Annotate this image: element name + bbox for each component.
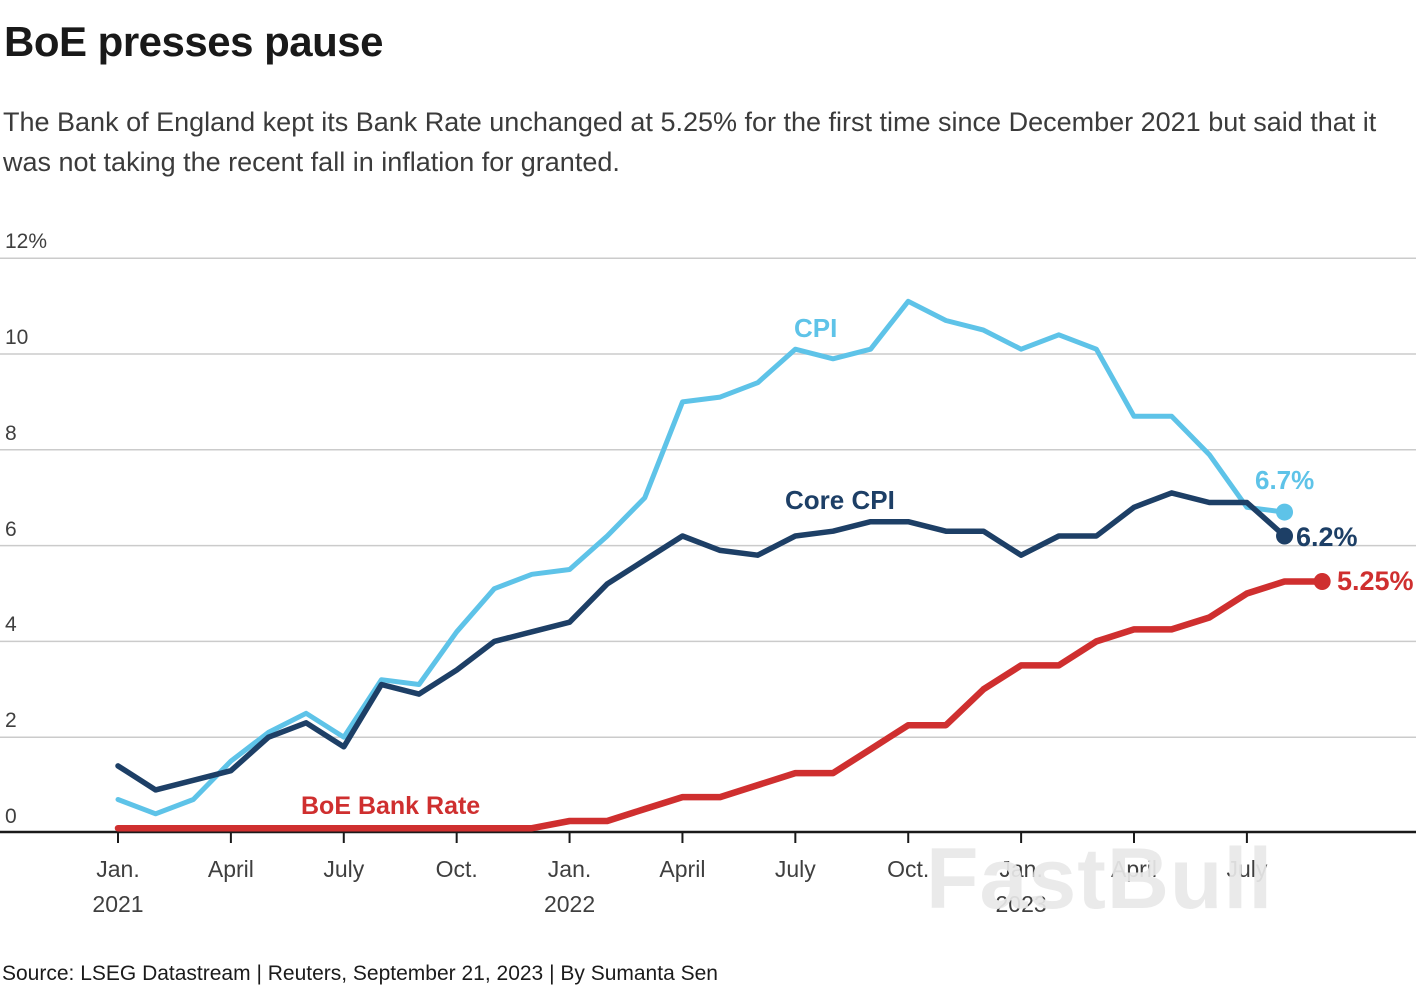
- series-line-core_cpi: [115, 490, 1288, 793]
- y-tick-label-10: 10: [5, 326, 29, 349]
- series-end-dot-bank_rate: [1313, 573, 1331, 591]
- series-line-bank_rate: [114, 578, 1326, 832]
- y-tick-label-12: 12%: [5, 230, 48, 254]
- end-value-label-bank-rate: 5.25%: [1337, 566, 1414, 596]
- x-tick-year-label-2021: 2021: [92, 891, 144, 917]
- chart-subtitle: The Bank of England kept its Bank Rate u…: [3, 107, 1377, 177]
- x-tick-label-21: Oct.: [887, 856, 930, 882]
- y-tick-label-2: 2: [5, 709, 17, 733]
- x-tick-label-0: Jan.: [96, 856, 140, 882]
- x-tick-label-9: Oct.: [435, 856, 478, 882]
- series-label-cpi: CPI: [794, 313, 838, 343]
- x-tick-label-6: July: [323, 856, 365, 882]
- y-tick-label-8: 8: [5, 421, 17, 445]
- end-value-label-cpi: 6.7%: [1255, 465, 1315, 495]
- y-tick-label-0: 0: [5, 805, 17, 828]
- x-tick-label-18: July: [774, 856, 816, 882]
- chart-title: BoE presses pause: [4, 18, 384, 65]
- x-tick-label-30: July: [1226, 856, 1268, 882]
- series-end-dot-core_cpi: [1276, 527, 1294, 545]
- watermark: FastBull: [926, 831, 1274, 927]
- x-tick-label-12: Jan.: [547, 856, 592, 882]
- x-tick-label-27: April: [1110, 856, 1157, 882]
- end-value-label-core-cpi: 6.2%: [1296, 522, 1358, 552]
- x-tick-year-label-2023: 2023: [995, 891, 1047, 917]
- x-tick-label-3: April: [207, 856, 254, 882]
- series-end-dot-cpi: [1276, 503, 1294, 521]
- series-label-core-cpi: Core CPI: [785, 485, 895, 515]
- series-label-bank-rate: BoE Bank Rate: [301, 792, 481, 820]
- series-line-cpi: [115, 298, 1287, 817]
- y-tick-label-6: 6: [5, 517, 17, 541]
- x-tick-year-label-2022: 2022: [543, 891, 596, 917]
- x-tick-label-24: Jan.: [999, 856, 1043, 882]
- y-tick-label-4: 4: [5, 613, 17, 637]
- source-line: Source: LSEG Datastream | Reuters, Septe…: [2, 962, 718, 985]
- x-tick-label-15: April: [659, 856, 706, 882]
